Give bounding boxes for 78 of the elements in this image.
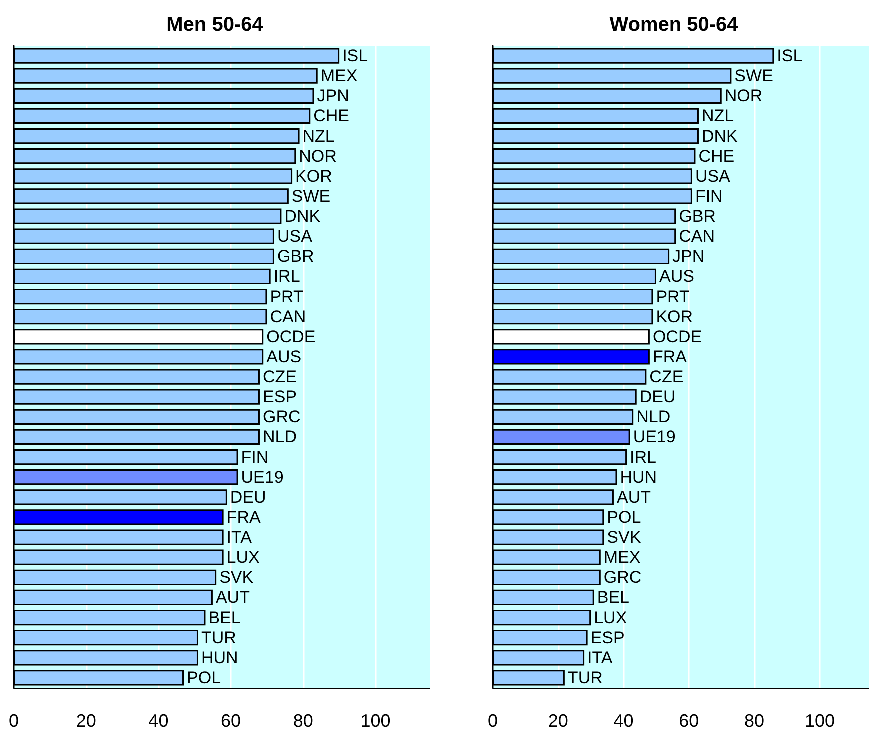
category-label: KOR (656, 307, 694, 326)
category-label: ISL (777, 46, 803, 66)
category-label: SVK (220, 568, 254, 588)
x-tick-label: 100 (360, 711, 391, 731)
chart-title: Women 50-64 (610, 14, 740, 36)
x-tick-label: 60 (221, 711, 242, 731)
category-label: POL (187, 668, 222, 688)
category-label: MEX (320, 66, 358, 86)
category-label: AUT (216, 588, 250, 608)
category-label: AUS (266, 347, 302, 366)
category-label: BEL (597, 588, 630, 608)
x-tick-label: 40 (148, 711, 169, 731)
category-label: FRA (652, 347, 687, 366)
category-label: CZE (262, 368, 297, 387)
category-label: USA (277, 227, 312, 246)
category-label: ESP (590, 628, 625, 648)
x-tick-label: 40 (614, 711, 634, 731)
category-label: CZE (650, 368, 684, 387)
category-label: TUR (568, 668, 603, 688)
category-label: AUT (616, 488, 651, 507)
x-tick-label: 80 (293, 711, 314, 731)
category-label: NOR (724, 86, 763, 106)
category-label: OCDE (652, 327, 702, 346)
category-label: HUN (620, 468, 658, 487)
x-tick-label: 60 (679, 711, 700, 731)
category-label: BEL (208, 608, 241, 628)
category-label: NZL (302, 126, 335, 146)
category-label: GRC (262, 408, 301, 427)
x-tick-label: 0 (488, 711, 498, 731)
category-label: ITA (226, 528, 252, 548)
category-label: PRT (270, 287, 304, 306)
category-label: SWE (292, 186, 331, 206)
category-label: ISL (342, 46, 368, 66)
category-label: DNK (284, 207, 321, 226)
category-label: CHE (698, 146, 735, 166)
x-tick-label: 100 (804, 711, 835, 731)
category-label: NLD (262, 428, 297, 447)
x-tick-label: 20 (548, 711, 568, 731)
category-label: UE19 (241, 468, 284, 487)
category-label: DEU (230, 488, 266, 507)
x-tick-label: 0 (8, 711, 20, 731)
category-label: FRA (226, 508, 261, 527)
category-label: OCDE (266, 327, 316, 346)
category-label: CAN (270, 307, 306, 326)
category-label: NZL (702, 106, 734, 126)
category-label: KOR (296, 166, 332, 186)
category-label: POL (607, 508, 642, 527)
category-label: SVK (607, 528, 642, 548)
category-label: TUR (201, 628, 236, 648)
category-label: DEU (640, 388, 676, 407)
category-label: PRT (656, 287, 690, 306)
chart-title: Men 50-64 (166, 14, 264, 36)
category-label: FIN (241, 448, 269, 467)
category-label: CAN (679, 227, 715, 246)
category-label: NLD (636, 408, 671, 427)
category-label: ITA (588, 648, 613, 668)
category-label: AUS (659, 267, 694, 286)
category-label: USA (695, 166, 730, 186)
category-label: CHE (314, 106, 350, 126)
category-label: MEX (604, 548, 641, 568)
category-label: GBR (679, 207, 716, 226)
category-label: HUN (201, 648, 238, 668)
x-tick-label: 80 (744, 711, 765, 731)
category-label: JPN (672, 247, 705, 266)
category-label: LUX (226, 548, 260, 568)
category-label: NOR (299, 146, 337, 166)
category-label: GRC (604, 568, 642, 588)
category-label: FIN (695, 186, 723, 206)
category-label: ESP (262, 388, 298, 407)
category-label: IRL (630, 448, 657, 467)
category-label: LUX (594, 608, 628, 628)
category-label: DNK (702, 126, 738, 146)
category-label: IRL (274, 267, 300, 286)
category-label: UE19 (633, 428, 676, 447)
category-label: JPN (317, 86, 350, 106)
category-label: GBR (277, 247, 314, 266)
x-tick-label: 20 (76, 711, 96, 731)
category-label: SWE (734, 66, 774, 86)
